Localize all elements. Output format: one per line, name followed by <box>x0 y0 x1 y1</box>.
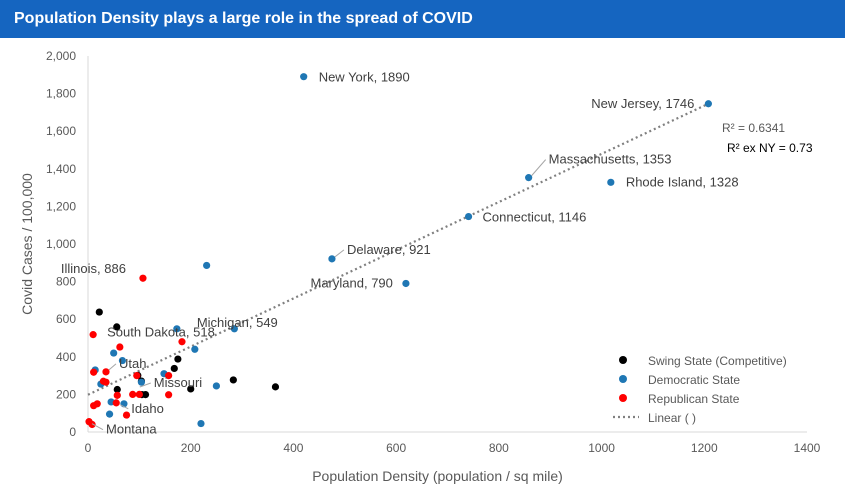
x-tick-label: 800 <box>489 441 509 455</box>
democratic-point <box>402 279 410 288</box>
democratic-point <box>173 325 181 333</box>
point-annotation: Delaware, 921 <box>347 242 431 257</box>
republican-point <box>102 368 110 376</box>
legend-label-republican: Republican State <box>648 392 740 406</box>
linear-trendline <box>87 102 709 396</box>
y-tick-label: 800 <box>56 275 76 289</box>
democratic-point <box>230 325 238 333</box>
democratic-point <box>607 178 615 186</box>
y-tick-label: 2,000 <box>46 49 76 63</box>
democratic-point <box>464 212 473 221</box>
democratic-point <box>197 419 205 428</box>
annotation-leader <box>91 423 104 431</box>
x-axis-title: Population Density (population / sq mile… <box>312 468 563 484</box>
y-tick-label: 0 <box>69 425 76 439</box>
legend-marker-swing <box>619 356 627 364</box>
annotation-leader <box>531 159 547 176</box>
republican-point <box>165 391 173 399</box>
republican-point <box>90 368 98 376</box>
swing-point <box>141 390 150 399</box>
republican-point <box>116 343 124 351</box>
y-axis-title: Covid Cases / 100,000 <box>19 173 35 315</box>
annotation-leader <box>334 249 345 258</box>
y-tick-label: 1,000 <box>46 237 76 251</box>
annotation-leader <box>139 382 151 388</box>
swing-point <box>113 323 121 331</box>
x-tick-label: 1400 <box>794 441 821 455</box>
point-annotation: New Jersey, 1746 <box>591 96 694 111</box>
republican-point <box>122 411 131 419</box>
point-annotation: Michigan, 549 <box>197 315 278 330</box>
point-annotation: Maryland, 790 <box>311 275 393 290</box>
y-tick-label: 1,800 <box>46 87 76 101</box>
democratic-point <box>328 255 336 263</box>
republican-point <box>99 377 108 385</box>
swing-point <box>113 385 121 394</box>
x-tick-label: 400 <box>283 441 303 455</box>
point-annotation: Connecticut, 1146 <box>483 210 587 225</box>
point-annotation: Missouri <box>154 375 203 390</box>
republican-point <box>165 372 173 380</box>
legend-marker-republican <box>619 394 627 402</box>
annotation-leader <box>108 363 117 371</box>
republican-point <box>129 390 137 398</box>
republican-point <box>88 420 96 429</box>
point-annotation: Montana <box>106 422 157 437</box>
republican-point <box>133 372 141 380</box>
y-tick-label: 1,600 <box>46 124 76 138</box>
democratic-point <box>137 378 146 386</box>
swing-point <box>187 385 195 393</box>
point-annotation: Idaho <box>131 401 164 416</box>
legend-label-democratic: Democratic State <box>648 373 740 387</box>
scatter-chart: 0 200 400 600 800 1,000 1,200 1,400 1,600 1,800 2,… <box>19 49 821 484</box>
x-tick-label: 600 <box>386 441 406 455</box>
democratic-point <box>110 349 118 357</box>
legend-label-trendline: Linear ( ) <box>648 411 696 425</box>
democratic-point <box>203 261 211 270</box>
swing-point <box>170 364 178 373</box>
republican-point <box>113 391 121 399</box>
point-annotation: Massachusetts, 1353 <box>549 152 672 167</box>
y-tick-label: 1,400 <box>46 162 76 176</box>
republican-point <box>112 399 120 407</box>
republican-point <box>89 331 97 339</box>
point-annotation: South Dakota, 518 <box>107 325 215 340</box>
republican-point <box>135 390 143 398</box>
legend-label-swing: Swing State (Competitive) <box>648 354 787 368</box>
republican-point <box>139 274 147 282</box>
point-annotation: Illinois, 886 <box>61 261 126 276</box>
chart-title: Population Density plays a large role in… <box>0 0 845 38</box>
y-tick-label: 600 <box>56 312 76 326</box>
point-annotation: Utah <box>119 356 146 371</box>
x-tick-label: 200 <box>181 441 201 455</box>
point-annotation: Rhode Island, 1328 <box>626 174 739 189</box>
r-squared-ex-ny-label: R² ex NY = 0.73 <box>727 141 813 155</box>
democratic-point <box>105 410 114 418</box>
y-tick-label: 200 <box>56 387 76 401</box>
swing-point <box>271 383 280 391</box>
republican-point <box>178 338 186 346</box>
annotation-leader <box>120 404 129 410</box>
x-tick-label: 1200 <box>691 441 718 455</box>
democratic-point <box>525 174 533 182</box>
swing-point <box>229 376 237 384</box>
legend-marker-democratic <box>619 375 627 383</box>
democratic-point <box>704 100 712 108</box>
democratic-point <box>212 382 220 390</box>
r-squared-label: R² = 0.6341 <box>722 121 785 135</box>
democratic-point <box>300 73 308 81</box>
swing-point <box>95 308 103 316</box>
democratic-point <box>191 345 199 353</box>
swing-point <box>174 355 182 363</box>
x-tick-label: 0 <box>85 441 92 455</box>
y-tick-label: 1,200 <box>46 199 76 213</box>
republican-point <box>93 400 101 408</box>
x-tick-label: 1000 <box>588 441 615 455</box>
y-tick-label: 400 <box>56 350 76 364</box>
point-annotation: New York, 1890 <box>319 70 410 85</box>
democratic-point <box>118 356 127 365</box>
